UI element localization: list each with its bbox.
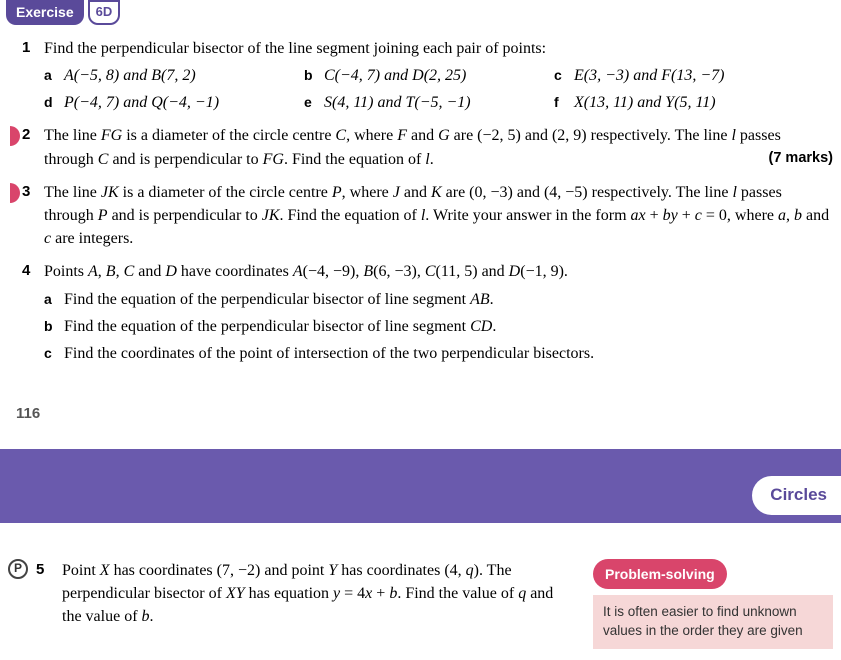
question-number: 1 xyxy=(22,37,44,59)
part-text: P(−4, 7) and Q(−4, −1) xyxy=(64,91,219,114)
part-letter: f xyxy=(554,92,574,112)
question-3: 3 The line JK is a diameter of the circl… xyxy=(8,181,833,251)
section-divider: Circles xyxy=(0,449,841,523)
question-5: P 5 Point X has coordinates (7, −2) and … xyxy=(8,559,833,649)
part-text: E(3, −3) and F(13, −7) xyxy=(574,64,724,87)
marker-icon xyxy=(10,126,20,146)
question-stem: Find the perpendicular bisector of the l… xyxy=(44,37,833,60)
problem-solving-body: It is often easier to find unknown value… xyxy=(593,595,833,649)
content-lower: P 5 Point X has coordinates (7, −2) and … xyxy=(0,523,841,659)
marker-icon xyxy=(10,183,20,203)
part-text: Find the equation of the perpendicular b… xyxy=(64,315,496,338)
question-number: 3 xyxy=(22,181,44,203)
question-number: 4 xyxy=(22,260,44,282)
part-letter: b xyxy=(44,316,64,336)
exercise-label: Exercise xyxy=(6,0,84,24)
question-body: The line FG is a diameter of the circle … xyxy=(44,124,833,170)
question-body: Point X has coordinates (7, −2) and poin… xyxy=(62,559,575,629)
part-letter: e xyxy=(304,92,324,112)
page-number: 116 xyxy=(0,387,841,449)
part-letter: b xyxy=(304,65,324,85)
chapter-pill: Circles xyxy=(752,476,841,515)
problem-marker-icon: P xyxy=(8,559,28,579)
part-text: Find the equation of the perpendicular b… xyxy=(64,288,494,311)
part-letter: d xyxy=(44,92,64,112)
part-text: C(−4, 7) and D(2, 25) xyxy=(324,64,466,87)
exercise-tab: Exercise 6D xyxy=(6,0,120,25)
question-1: 1 Find the perpendicular bisector of the… xyxy=(8,37,833,115)
part-text: Find the coordinates of the point of int… xyxy=(64,342,594,365)
question-4: 4 Points A, B, C and D have coordinates … xyxy=(8,260,833,369)
question-2: 2 The line FG is a diameter of the circl… xyxy=(8,124,833,170)
exercise-number: 6D xyxy=(88,0,121,25)
question-number: 5 xyxy=(36,559,54,581)
part-text: S(4, 11) and T(−5, −1) xyxy=(324,91,471,114)
problem-solving-box: Problem-solving It is often easier to fi… xyxy=(593,559,833,649)
question-stem: Points A, B, C and D have coordinates A(… xyxy=(44,260,833,283)
question-number: 2 xyxy=(22,124,44,146)
part-text: X(13, 11) and Y(5, 11) xyxy=(574,91,716,114)
question-body: The line JK is a diameter of the circle … xyxy=(44,181,833,251)
content-upper: 1 Find the perpendicular bisector of the… xyxy=(0,25,841,387)
part-letter: a xyxy=(44,65,64,85)
part-letter: c xyxy=(44,343,64,363)
part-letter: c xyxy=(554,65,574,85)
part-text: A(−5, 8) and B(7, 2) xyxy=(64,64,196,87)
part-letter: a xyxy=(44,289,64,309)
marks-label: (7 marks) xyxy=(769,148,833,169)
problem-solving-title: Problem-solving xyxy=(593,559,727,589)
